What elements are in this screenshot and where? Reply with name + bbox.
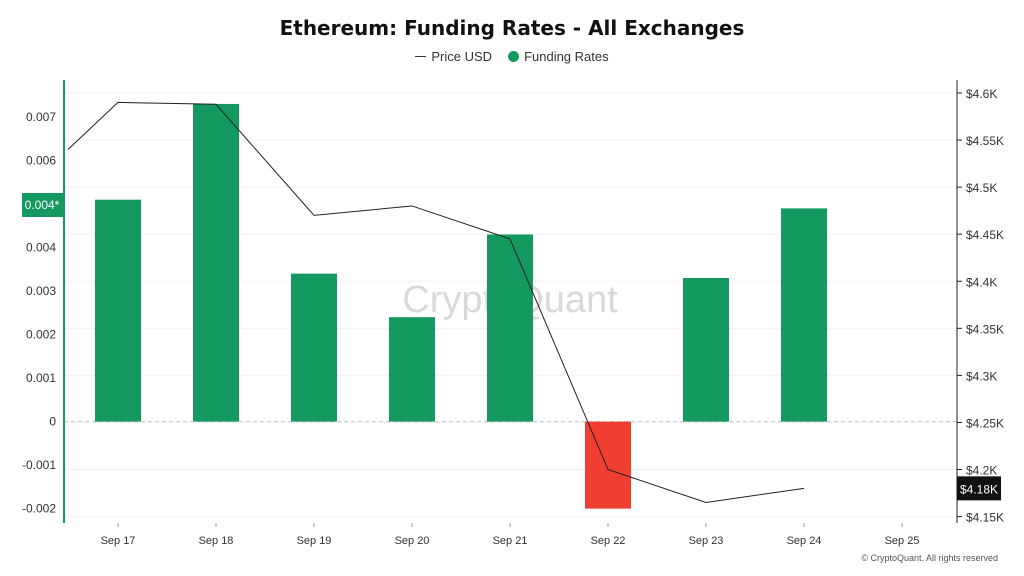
bar bbox=[193, 103, 239, 422]
right-value-badge-label: $4.18K bbox=[960, 482, 998, 496]
x-tick-label: Sep 19 bbox=[297, 535, 332, 547]
right-tick-label: $4.45K bbox=[966, 228, 1004, 242]
left-tick-label: 0.007 bbox=[26, 110, 56, 124]
right-tick-label: $4.3K bbox=[966, 369, 997, 383]
right-tick-label: $4.5K bbox=[966, 181, 997, 195]
bar bbox=[291, 273, 337, 422]
right-tick-label: $4.25K bbox=[966, 416, 1004, 430]
legend-label-price: Price USD bbox=[431, 49, 493, 64]
right-tick-label: $4.55K bbox=[966, 134, 1004, 148]
left-tick-label: 0.003 bbox=[26, 284, 56, 298]
copyright-text: © CryptoQuant. All rights reserved bbox=[861, 553, 998, 563]
right-tick-label: $4.2K bbox=[966, 464, 997, 478]
x-tick-label: Sep 22 bbox=[591, 535, 626, 547]
x-tick-label: Sep 17 bbox=[101, 535, 136, 547]
left-tick-label: -0.002 bbox=[22, 502, 56, 516]
price-line bbox=[67, 101, 805, 503]
legend-item-funding[interactable]: Funding Rates bbox=[508, 49, 609, 64]
x-tick-label: Sep 18 bbox=[199, 535, 234, 547]
right-tick-label: $4.35K bbox=[966, 322, 1004, 336]
axes: 0.007 0.006 0.004 0.003 0.002 0.001 0 -0.001 -0.… bbox=[22, 80, 1004, 547]
x-tick-label: Sep 21 bbox=[493, 535, 528, 547]
x-tick-label: Sep 25 bbox=[885, 535, 920, 547]
bar bbox=[389, 317, 435, 422]
right-tick-label: $4.4K bbox=[966, 275, 997, 289]
right-tick-label: $4.15K bbox=[966, 511, 1004, 525]
bar bbox=[683, 278, 729, 422]
line-swatch-icon bbox=[415, 55, 427, 58]
left-value-badge bbox=[22, 193, 64, 217]
bar bbox=[585, 421, 631, 509]
right-tick-label: $4.6K bbox=[966, 87, 997, 101]
legend: Price USD Funding Rates bbox=[0, 49, 1024, 64]
x-tick-label: Sep 24 bbox=[787, 535, 822, 547]
bars bbox=[95, 103, 827, 509]
left-tick-label: 0.006 bbox=[26, 154, 56, 168]
legend-item-price[interactable]: Price USD bbox=[415, 49, 492, 64]
left-value-badge-label: 0.004* bbox=[25, 198, 60, 212]
left-tick-label: 0.004 bbox=[26, 241, 56, 255]
bar bbox=[781, 208, 827, 422]
left-tick-label: 0 bbox=[49, 415, 56, 429]
legend-label-funding: Funding Rates bbox=[524, 49, 609, 64]
bar bbox=[95, 199, 141, 422]
price-line-group bbox=[67, 101, 805, 503]
left-tick-label: -0.001 bbox=[22, 458, 56, 472]
bar bbox=[487, 234, 533, 422]
left-tick-label: 0.002 bbox=[26, 328, 56, 342]
right-value-badge bbox=[957, 476, 1001, 501]
x-tick-label: Sep 20 bbox=[395, 535, 430, 547]
x-tick-label: Sep 23 bbox=[689, 535, 724, 547]
left-tick-label: 0.001 bbox=[26, 371, 56, 385]
dot-swatch-icon bbox=[508, 51, 520, 62]
chart-title: Ethereum: Funding Rates - All Exchanges bbox=[279, 16, 745, 40]
